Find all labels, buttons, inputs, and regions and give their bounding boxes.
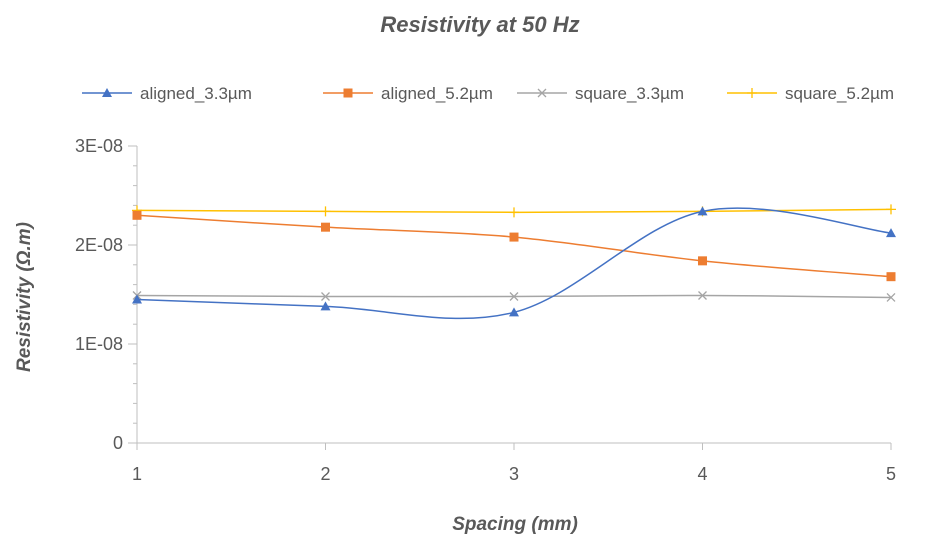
legend-swatch-marker	[537, 88, 547, 98]
chart-title: Resistivity at 50 Hz	[380, 12, 579, 37]
legend-item: aligned_3.3µm	[82, 84, 252, 103]
x-axis-title: Spacing (mm)	[452, 514, 578, 535]
legend-item: aligned_5.2µm	[323, 84, 493, 103]
y-tick-label: 1E-08	[75, 334, 123, 354]
data-point	[886, 272, 896, 282]
data-point	[886, 204, 896, 215]
legend-swatch-marker	[102, 88, 112, 97]
series-aligned_3.3µm	[132, 206, 896, 320]
legend-label: aligned_3.3µm	[140, 84, 252, 103]
x-tick-label: 2	[320, 464, 330, 484]
series-line	[136, 214, 892, 278]
data-point	[132, 210, 142, 220]
legend-label: square_5.2µm	[785, 84, 894, 103]
y-tick-label: 2E-08	[75, 235, 123, 255]
y-axis-title: Resistivity (Ω.m)	[14, 222, 35, 372]
legend-item: square_3.3µm	[517, 84, 684, 103]
data-point	[886, 228, 896, 238]
legend-label: square_3.3µm	[575, 84, 684, 103]
x-tick-label: 1	[132, 464, 142, 484]
legend: aligned_3.3µm aligned_5.2µm square_3.3µm sq…	[82, 84, 894, 103]
series-line	[136, 207, 892, 320]
data-point	[321, 292, 330, 301]
x-tick-label: 5	[886, 464, 896, 484]
data-point	[698, 291, 707, 300]
series-aligned_5.2µm	[132, 210, 896, 282]
data-point	[697, 206, 708, 216]
data-point	[320, 301, 331, 311]
y-tick-label: 0	[113, 433, 123, 453]
data-point	[698, 256, 707, 266]
data-point	[320, 206, 331, 217]
legend-label: aligned_5.2µm	[381, 84, 493, 103]
legend-swatch-marker	[343, 88, 353, 98]
data-point	[886, 293, 896, 302]
data-point	[509, 307, 519, 317]
data-point	[509, 292, 519, 301]
x-tick-label: 3	[509, 464, 519, 484]
x-tick-label: 4	[697, 464, 707, 484]
axes: 0 1E-08 2E-08 3E-08 1 2 3 4 5	[75, 136, 896, 484]
plot-area	[132, 204, 896, 320]
data-point	[132, 294, 142, 304]
data-point	[321, 222, 330, 232]
series-square_3.3µm	[132, 291, 896, 302]
data-point	[509, 232, 519, 242]
legend-swatch-marker	[747, 88, 757, 98]
data-point	[509, 207, 519, 218]
y-tick-label: 3E-08	[75, 136, 123, 156]
legend-item: square_5.2µm	[727, 84, 894, 103]
